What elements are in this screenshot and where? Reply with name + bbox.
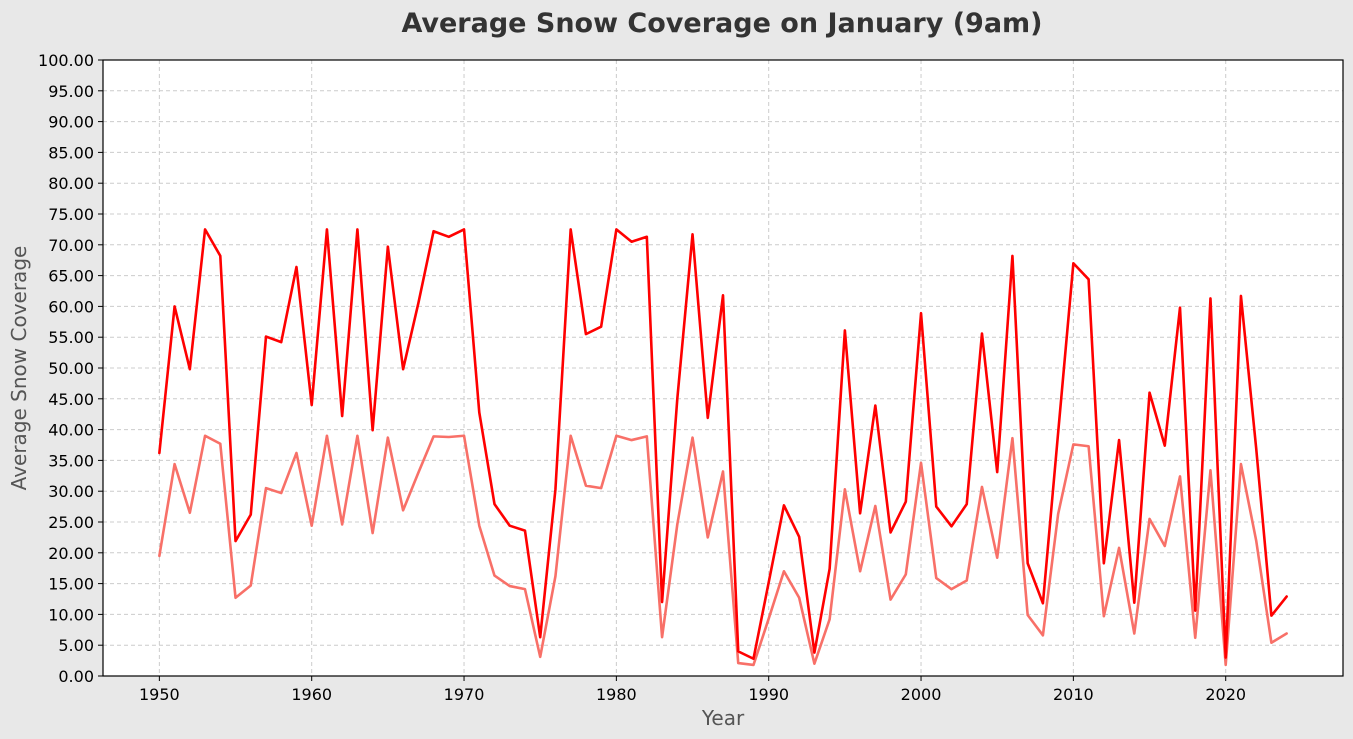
y-tick-label: 45.00 — [48, 390, 94, 409]
x-tick-label: 1990 — [748, 685, 789, 704]
x-tick-label: 1980 — [596, 685, 637, 704]
grid — [103, 59, 1343, 677]
x-tick-label: 2010 — [1053, 685, 1094, 704]
series-line-1 — [158, 228, 1288, 661]
y-tick-label: 10.00 — [48, 605, 94, 624]
x-tick-label: 2020 — [1205, 685, 1246, 704]
x-tick-label: 1960 — [291, 685, 332, 704]
y-tick-label: 15.00 — [48, 575, 94, 594]
y-tick-label: 55.00 — [48, 328, 94, 347]
y-tick-label: 90.00 — [48, 113, 94, 132]
y-tick-label: 80.00 — [48, 174, 94, 193]
y-axis-label: Average Snow Coverage — [7, 246, 31, 491]
y-tick-label: 70.00 — [48, 236, 94, 255]
y-tick-label: 60.00 — [48, 297, 94, 316]
y-tick-label: 65.00 — [48, 267, 94, 286]
y-tick-label: 20.00 — [48, 544, 94, 563]
x-tick-label: 1950 — [139, 685, 180, 704]
x-tick-label: 1970 — [444, 685, 485, 704]
y-tick-label: 100.00 — [38, 51, 94, 70]
y-tick-label: 50.00 — [48, 359, 94, 378]
x-tick-label: 2000 — [901, 685, 942, 704]
y-tick-label: 35.00 — [48, 451, 94, 470]
y-tick-label: 5.00 — [58, 636, 94, 655]
series-layer — [158, 228, 1288, 667]
y-tick-label: 30.00 — [48, 482, 94, 501]
y-tick-label: 95.00 — [48, 82, 94, 101]
x-axis-label: Year — [701, 706, 745, 730]
x-axis-ticks: 1950 1960 1970 1980 1990 2000 2010 2020 — [139, 676, 1246, 704]
y-tick-label: 40.00 — [48, 421, 94, 440]
y-tick-label: 75.00 — [48, 205, 94, 224]
y-tick-label: 25.00 — [48, 513, 94, 532]
chart-title: Average Snow Coverage on January (9am) — [401, 8, 1042, 39]
series-line-2 — [158, 434, 1288, 667]
y-axis-ticks: 0.00 5.00 10.00 15.00 20.00 25.00 30.00 35.00 40… — [38, 51, 103, 686]
y-tick-label: 85.00 — [48, 143, 94, 162]
y-tick-label: 0.00 — [58, 667, 94, 686]
